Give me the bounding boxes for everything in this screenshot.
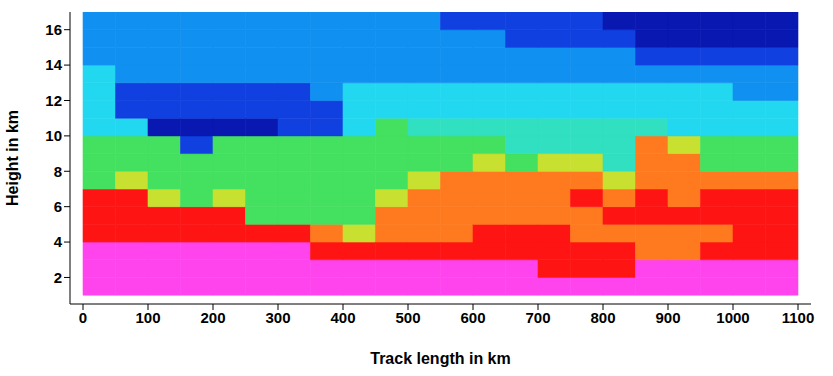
svg-text:700: 700 bbox=[525, 309, 550, 326]
svg-text:2: 2 bbox=[54, 269, 62, 286]
svg-text:900: 900 bbox=[655, 309, 680, 326]
svg-text:300: 300 bbox=[265, 309, 290, 326]
svg-text:14: 14 bbox=[45, 56, 62, 73]
svg-text:100: 100 bbox=[135, 309, 160, 326]
svg-text:Track length in km: Track length in km bbox=[370, 350, 510, 367]
svg-text:Height in km: Height in km bbox=[4, 110, 21, 206]
svg-text:500: 500 bbox=[395, 309, 420, 326]
svg-text:8: 8 bbox=[54, 163, 62, 180]
svg-text:6: 6 bbox=[54, 198, 62, 215]
svg-text:1000: 1000 bbox=[716, 309, 749, 326]
svg-text:1100: 1100 bbox=[782, 309, 815, 326]
svg-text:600: 600 bbox=[460, 309, 485, 326]
svg-text:10: 10 bbox=[45, 127, 62, 144]
svg-text:400: 400 bbox=[330, 309, 355, 326]
svg-text:16: 16 bbox=[45, 21, 62, 38]
svg-text:200: 200 bbox=[200, 309, 225, 326]
svg-text:4: 4 bbox=[54, 233, 63, 250]
svg-text:800: 800 bbox=[590, 309, 615, 326]
svg-text:0: 0 bbox=[79, 309, 87, 326]
svg-text:12: 12 bbox=[45, 92, 62, 109]
